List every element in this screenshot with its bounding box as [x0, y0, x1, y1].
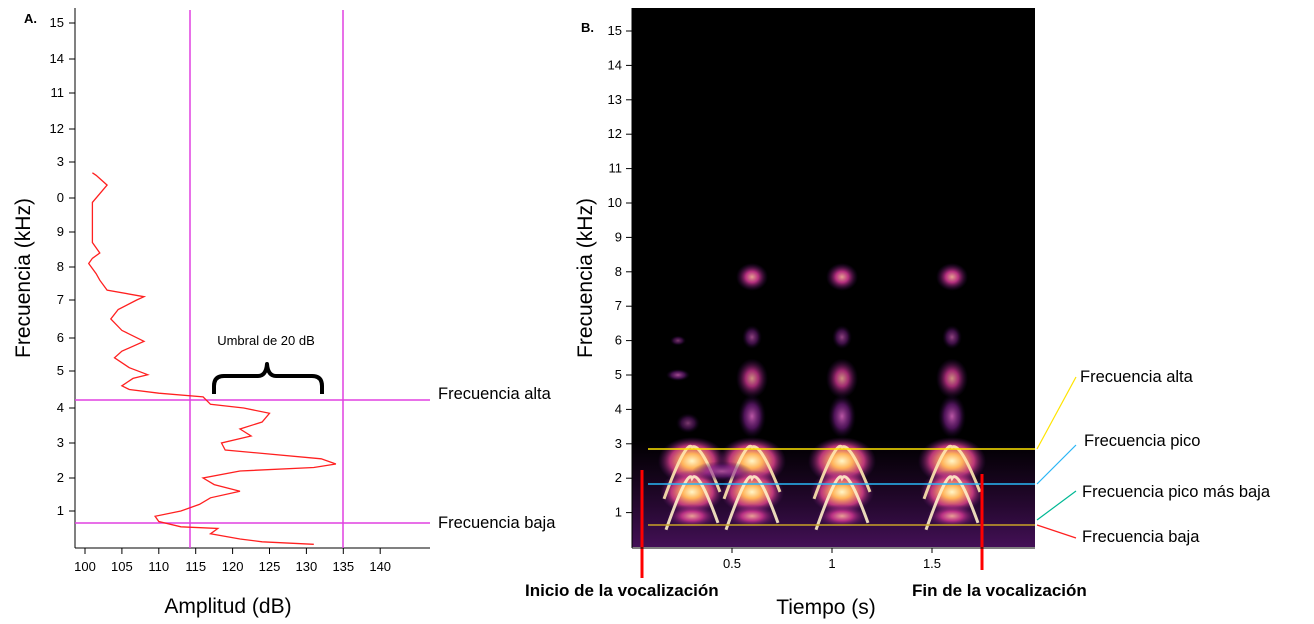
syllable-contour	[664, 475, 720, 531]
y-tick-label: 15	[608, 23, 622, 38]
spectrogram-energy-blob	[938, 394, 966, 439]
y-tick-label: 15	[50, 15, 64, 30]
y-tick-label: 3	[615, 436, 622, 451]
y-tick-label: 2	[615, 470, 622, 485]
panel-a-label: A.	[24, 11, 37, 26]
panel-b-label: B.	[581, 20, 594, 35]
x-tick-label: 120	[222, 559, 244, 574]
y-tick-label: 1	[57, 503, 64, 518]
y-tick-label: 8	[57, 259, 64, 274]
spectrogram-energy-blob	[936, 262, 968, 291]
panel-a-low-frequency-label: Frecuencia baja	[438, 514, 556, 532]
y-tick-label: 8	[615, 264, 622, 279]
spectrogram-energy-blob	[826, 358, 858, 399]
x-tick-label: 100	[74, 559, 96, 574]
spectrogram-energy-blob	[832, 325, 852, 350]
y-tick-label: 9	[57, 224, 64, 239]
y-tick-label: 14	[50, 51, 64, 66]
lowest-peak-frequency-leader	[1036, 490, 1077, 521]
panel-b-x-ticks: 0.5 1 1.5	[723, 548, 941, 571]
panel-b-x-axis-label: Tiempo (s)	[776, 596, 876, 619]
y-tick-label: 7	[615, 298, 622, 313]
spectrogram-energy-blob	[942, 325, 962, 350]
panel-b-low-frequency-label: Frecuencia baja	[1082, 528, 1200, 546]
syllable-contour	[724, 475, 780, 531]
y-tick-label: 3	[57, 154, 64, 169]
spectrogram-energy-blob	[926, 504, 978, 529]
y-tick-label: 4	[57, 400, 64, 415]
panel-b-lowest-peak-frequency-label: Frecuencia pico más baja	[1082, 483, 1271, 501]
high-frequency-leader	[1036, 376, 1077, 450]
panel-a-y-axis-label: Frecuencia (kHz)	[12, 198, 35, 358]
y-tick-label: 12	[608, 126, 622, 141]
panel-b-high-frequency-label: Frecuencia alta	[1080, 368, 1194, 386]
y-tick-label: 4	[615, 401, 622, 416]
y-tick-label: 12	[50, 121, 64, 136]
y-tick-label: 13	[608, 92, 622, 107]
x-tick-label: 110	[148, 559, 169, 574]
x-tick-label: 0.5	[723, 556, 741, 571]
y-tick-label: 9	[615, 229, 622, 244]
spectrogram-energy-blob	[666, 369, 690, 381]
low-frequency-leader	[1036, 524, 1077, 539]
spectrogram-energy-blob	[826, 262, 858, 291]
y-tick-label: 6	[615, 333, 622, 348]
spectrogram-energy-blob	[726, 504, 778, 529]
syllable-contour	[814, 475, 870, 531]
syllable-contour	[924, 475, 980, 531]
spectrogram-energy	[658, 262, 986, 531]
y-tick-label: 11	[609, 161, 623, 176]
y-tick-label: 1	[615, 505, 622, 520]
x-tick-label: 140	[369, 559, 391, 574]
y-tick-label: 6	[57, 330, 64, 345]
x-tick-label: 135	[332, 559, 354, 574]
y-tick-label: 0	[57, 190, 64, 205]
y-tick-label: 11	[51, 85, 65, 100]
x-tick-label: 1.5	[923, 556, 941, 571]
spectrogram-energy-blob	[742, 325, 762, 350]
x-tick-label: 125	[259, 559, 281, 574]
y-tick-label: 5	[57, 363, 64, 378]
spectrogram-energy-blob	[670, 335, 686, 346]
y-tick-label: 7	[57, 292, 64, 307]
peak-frequency-leader	[1036, 444, 1077, 485]
y-tick-label: 10	[608, 195, 622, 210]
amplitude-curve	[87, 172, 337, 545]
y-tick-label: 5	[615, 367, 622, 382]
syllable-contour	[922, 444, 982, 500]
y-tick-label: 2	[57, 470, 64, 485]
vocalization-start-label: Inicio de la vocalización	[525, 581, 719, 600]
panel-b-peak-frequency-label: Frecuencia pico	[1084, 432, 1200, 450]
spectrogram-energy-blob	[676, 413, 700, 434]
syllable-contour	[812, 444, 872, 500]
x-tick-label: 1	[828, 556, 835, 571]
spectrogram-energy-blob	[736, 262, 768, 291]
spectrogram-energy-blob	[816, 504, 868, 529]
threshold-brace-icon	[212, 362, 324, 394]
spectrogram-energy-blob	[692, 461, 752, 482]
panel-a-x-axis-label: Amplitud (dB)	[164, 595, 291, 618]
spectrogram-energy-blob	[936, 358, 968, 399]
spectrogram-energy-blob	[666, 504, 718, 529]
panel-a-high-frequency-label: Frecuencia alta	[438, 385, 552, 403]
x-tick-label: 115	[185, 559, 206, 574]
y-tick-label: 14	[608, 57, 622, 72]
x-tick-label: 130	[296, 559, 318, 574]
threshold-annotation: Umbral de 20 dB	[217, 333, 315, 348]
panel-b-y-axis-label: Frecuencia (kHz)	[574, 198, 597, 358]
panel-a-x-ticks: 100 105 110 115 120 125 130 135 140	[74, 548, 391, 574]
x-tick-label: 105	[111, 559, 133, 574]
y-tick-label: 3	[57, 435, 64, 450]
spectrogram-energy-blob	[736, 358, 768, 399]
vocalization-end-label: Fin de la vocalización	[912, 581, 1087, 600]
spectrogram-energy-blob	[828, 394, 856, 439]
spectrogram-energy-blob	[738, 394, 766, 439]
